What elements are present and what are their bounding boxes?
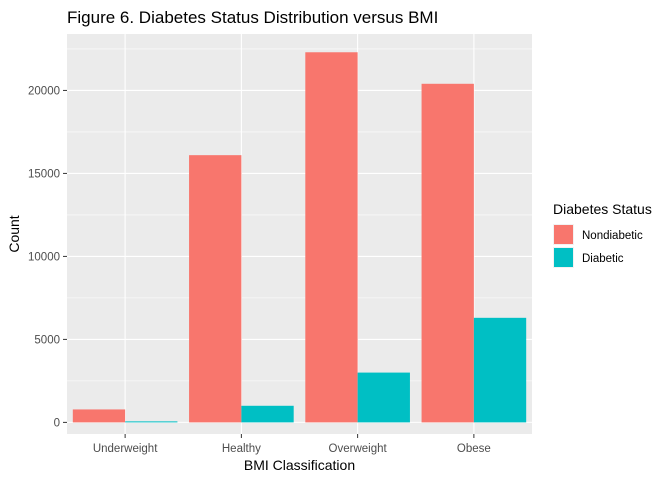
legend-swatch <box>554 225 573 244</box>
bar-diabetic-healthy <box>241 405 294 423</box>
legend-swatch <box>554 248 573 267</box>
x-axis-title: BMI Classification <box>244 457 355 473</box>
x-tick-label: Healthy <box>222 443 261 455</box>
bar-diabetic-overweight <box>357 372 410 423</box>
x-tick-label: Overweight <box>329 443 388 455</box>
legend-title: Diabetes Status <box>553 201 652 217</box>
legend: Diabetes Status Nondiabetic Diabetic <box>553 201 652 268</box>
bar-diabetic-obese <box>473 317 527 423</box>
bar-nondiabetic-underweight <box>72 409 126 423</box>
x-tick-label: Underweight <box>93 443 158 455</box>
y-tick-label: 15000 <box>28 168 60 180</box>
legend-items: Nondiabetic Diabetic <box>553 224 643 268</box>
bars <box>72 52 527 423</box>
bar-nondiabetic-obese <box>421 83 474 423</box>
y-axis-title: Count <box>6 215 22 252</box>
bar-diabetic-underweight <box>125 421 178 423</box>
y-tick-label: 10000 <box>28 251 60 263</box>
legend-label: Nondiabetic <box>582 230 643 242</box>
legend-label: Diabetic <box>582 253 624 265</box>
y-tick-label: 5000 <box>34 334 60 346</box>
x-tick-label: Obese <box>457 443 491 455</box>
axes: 0 5000 10000 15000 20000 Underweight Healthy Ov… <box>28 85 491 455</box>
y-tick-label: 20000 <box>28 85 60 97</box>
bar-nondiabetic-healthy <box>189 155 242 423</box>
bar-nondiabetic-overweight <box>305 52 358 423</box>
y-tick-label: 0 <box>54 417 60 429</box>
chart-title: Figure 6. Diabetes Status Distribution v… <box>67 8 438 27</box>
